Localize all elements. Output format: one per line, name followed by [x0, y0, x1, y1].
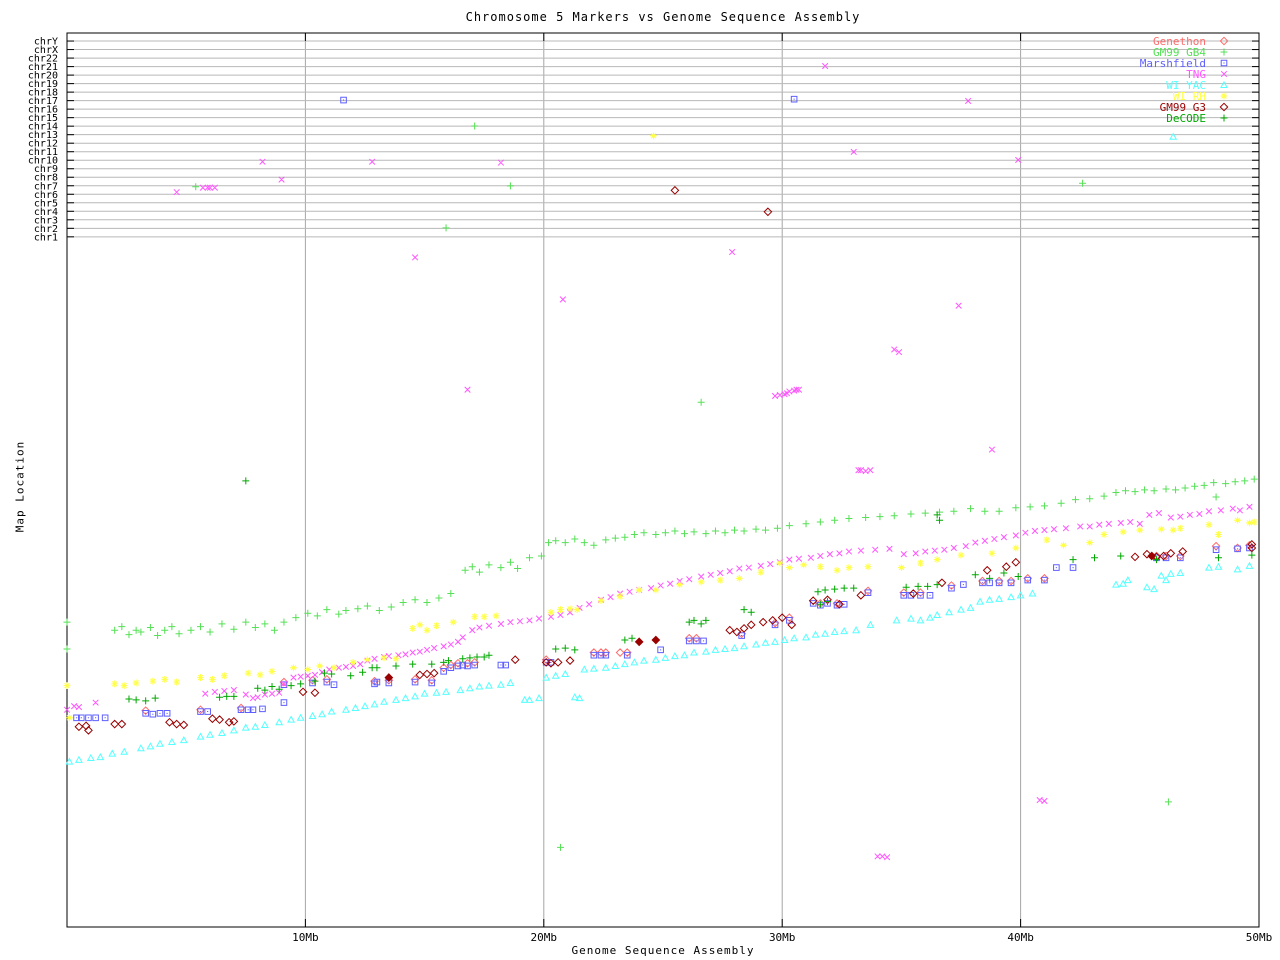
y-tick-label-chr3: chr3 [34, 215, 58, 226]
series-wi-rh [63, 132, 1258, 722]
y-tick-label-chr1: chr1 [34, 232, 58, 243]
legend-label-gm99-g3: GM99 G3 [1160, 101, 1206, 114]
x-tick-label-50mb: 50Mb [1246, 931, 1273, 944]
x-tick-label-30mb: 30Mb [769, 931, 796, 944]
y-tick-label-chr10: chr10 [28, 156, 58, 167]
y-tick-label-chr8: chr8 [34, 173, 58, 184]
series-gm99-gb4 [63, 122, 1258, 851]
chart-title: Chromosome 5 Markers vs Genome Sequence … [465, 10, 861, 24]
y-tick-label-chr19: chr19 [28, 79, 58, 90]
x-tick-label-20mb: 20Mb [531, 931, 558, 944]
y-tick-label-chr14: chr14 [28, 122, 58, 133]
legend-marker-decode [1220, 114, 1228, 122]
legend-marker-tng [1220, 70, 1228, 78]
series-gm99-g3-filled [384, 551, 1157, 682]
series-gm99-g3 [74, 185, 1257, 735]
legend-marker-gm99-g3 [1219, 102, 1229, 112]
y-tick-label-chr22: chr22 [28, 54, 58, 65]
series-wi-yac [65, 132, 1254, 765]
y-tick-label-chr18: chr18 [28, 88, 58, 99]
series-decode [125, 477, 1256, 705]
y-tick-label-chrY: chrY [34, 37, 58, 48]
y-tick-label-chr5: chr5 [34, 198, 58, 209]
legend-marker-wi-yac [1220, 80, 1228, 88]
y-tick-label-chr16: chr16 [28, 105, 58, 116]
legend-label-marshfield: Marshfield [1140, 57, 1206, 70]
y-tick-label-chr15: chr15 [28, 113, 58, 124]
legend-label-wi-yac: WI YAC [1166, 79, 1206, 92]
legend-label-tng: TNG [1186, 68, 1206, 81]
legend-label-gm99-gb4: GM99 GB4 [1153, 46, 1206, 59]
y-tick-label-chr6: chr6 [34, 190, 58, 201]
y-tick-label-chr17: chr17 [28, 96, 58, 107]
legend-label-decode: DeCODE [1166, 112, 1206, 125]
y-tick-label-chr4: chr4 [34, 207, 58, 218]
plot-border [66, 32, 1260, 928]
y-tick-label-chrX: chrX [34, 45, 58, 56]
legend-marker-genethon [1219, 36, 1229, 46]
y-tick-label-chr2: chr2 [34, 224, 58, 235]
legend-marker-wi-rh [1220, 92, 1228, 100]
y-tick-label-chr20: chr20 [28, 71, 58, 82]
y-tick-label-chr21: chr21 [28, 62, 58, 73]
legend-marker-marshfield [1220, 59, 1228, 67]
legend-label-genethon: Genethon [1153, 35, 1206, 48]
series-genethon [141, 540, 1254, 716]
series-marshfield [73, 95, 1253, 722]
legend-label-wi-rh: WI RH [1173, 90, 1206, 103]
legend-marker-gm99-gb4 [1220, 48, 1228, 56]
x-tick-label-40mb: 40Mb [1007, 931, 1034, 944]
y-tick-label-chr7: chr7 [34, 181, 58, 192]
x-axis-label: Genome Sequence Assembly [571, 944, 755, 957]
y-tick-label-chr13: chr13 [28, 130, 58, 141]
x-tick-label-10mb: 10Mb [292, 931, 319, 944]
y-tick-label-chr9: chr9 [34, 164, 58, 175]
y-tick-label-chr11: chr11 [28, 147, 58, 158]
y-tick-label-chr12: chr12 [28, 139, 58, 150]
series-tng [63, 62, 1253, 861]
